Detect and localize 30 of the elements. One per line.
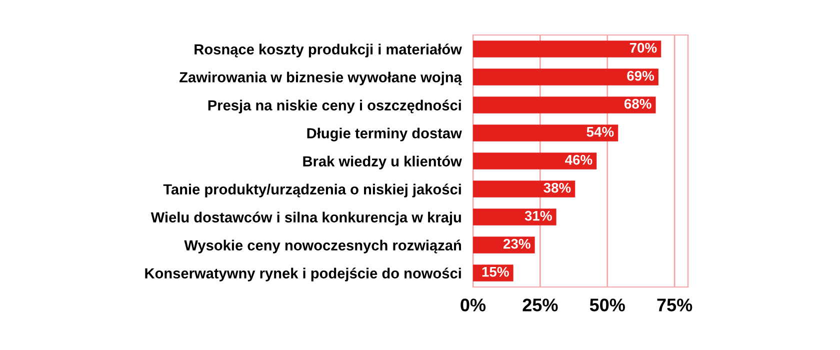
data-label: 31% (524, 210, 552, 221)
bar (473, 208, 556, 226)
x-tick-label: 0% (460, 298, 486, 312)
bar (473, 152, 597, 170)
y-tick-label: Tanie produkty/urządzenia o niskiej jakości (163, 184, 461, 198)
y-tick-label: Presja na niskie ceny i oszczędności (208, 100, 461, 114)
x-tick-label: 50% (590, 298, 625, 312)
y-tick-label: Wielu dostawców i silna konkurencja w kraju (150, 212, 461, 226)
data-label: 23% (503, 238, 530, 249)
data-label: 54% (586, 126, 614, 137)
y-tick-label: Długie terminy dostaw (307, 128, 462, 142)
data-label: 68% (624, 98, 652, 109)
y-tick-label: Brak wiedzy u klientów (303, 156, 462, 170)
bar (473, 180, 576, 198)
data-label: 15% (482, 266, 509, 277)
bar (473, 236, 535, 254)
bar (473, 96, 656, 114)
bar (473, 124, 618, 142)
y-tick-label: Rosnące koszty produkcji i materiałów (194, 44, 462, 58)
data-label: 70% (630, 42, 657, 53)
y-tick-label: Wysokie ceny nowoczesnych rozwiązań (184, 240, 462, 254)
bar (473, 68, 658, 86)
data-label: 46% (565, 154, 592, 165)
x-tick-label: 25% (522, 298, 558, 312)
bar (473, 40, 662, 58)
x-tick-label: 75% (657, 298, 692, 312)
y-tick-label: Zawirowania w biznesie wywołane wojną (180, 72, 462, 86)
data-label: 38% (544, 182, 571, 193)
y-tick-label: Konserwatywny rynek i podejście do nowości (145, 268, 461, 282)
data-label: 69% (627, 70, 654, 81)
